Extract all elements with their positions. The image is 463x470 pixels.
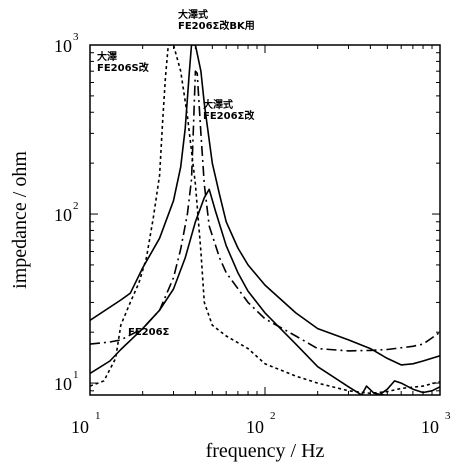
svg-text:1: 1	[95, 410, 101, 422]
y-tick-label: 10 3	[54, 31, 79, 56]
series-fe206-sigma-kai	[90, 70, 440, 352]
y-tick-label: 10 2	[54, 200, 79, 225]
annotation-ann-sigma-kai: 大澤式 FE206Σ改	[203, 98, 255, 122]
svg-text:1: 1	[73, 369, 79, 381]
y-tick-label: 10 1	[54, 369, 79, 394]
x-tick-label: 10 3	[421, 410, 451, 437]
annotation-ann-bk: 大澤式 FE206Σ改BK用	[178, 8, 255, 32]
svg-text:10: 10	[54, 374, 72, 394]
svg-text:2: 2	[270, 410, 276, 422]
svg-text:10: 10	[246, 417, 264, 437]
series-fe206-sigma	[90, 188, 440, 395]
x-axis-title: frequency / Hz	[206, 440, 325, 462]
y-axis-title: impedance / ohm	[9, 151, 31, 289]
svg-text:3: 3	[73, 31, 79, 43]
series-fe206s-kai	[90, 45, 440, 395]
x-tick-label: 10 1	[71, 410, 101, 437]
svg-text:10: 10	[71, 417, 89, 437]
annotation-ann-sigma: FE206Σ	[128, 327, 170, 338]
series-fe206-sigma-kai-bk	[90, 45, 440, 366]
svg-text:10: 10	[421, 417, 439, 437]
plot-frame	[89, 44, 441, 396]
svg-text:3: 3	[445, 410, 451, 422]
axis-ticks	[89, 45, 441, 395]
svg-text:10: 10	[54, 205, 72, 225]
svg-text:10: 10	[54, 36, 72, 56]
series-layer	[90, 45, 440, 395]
svg-text:2: 2	[73, 200, 79, 212]
x-tick-label: 10 2	[246, 410, 276, 437]
annotation-ann-s: 大澤 FE206S改	[97, 50, 150, 74]
